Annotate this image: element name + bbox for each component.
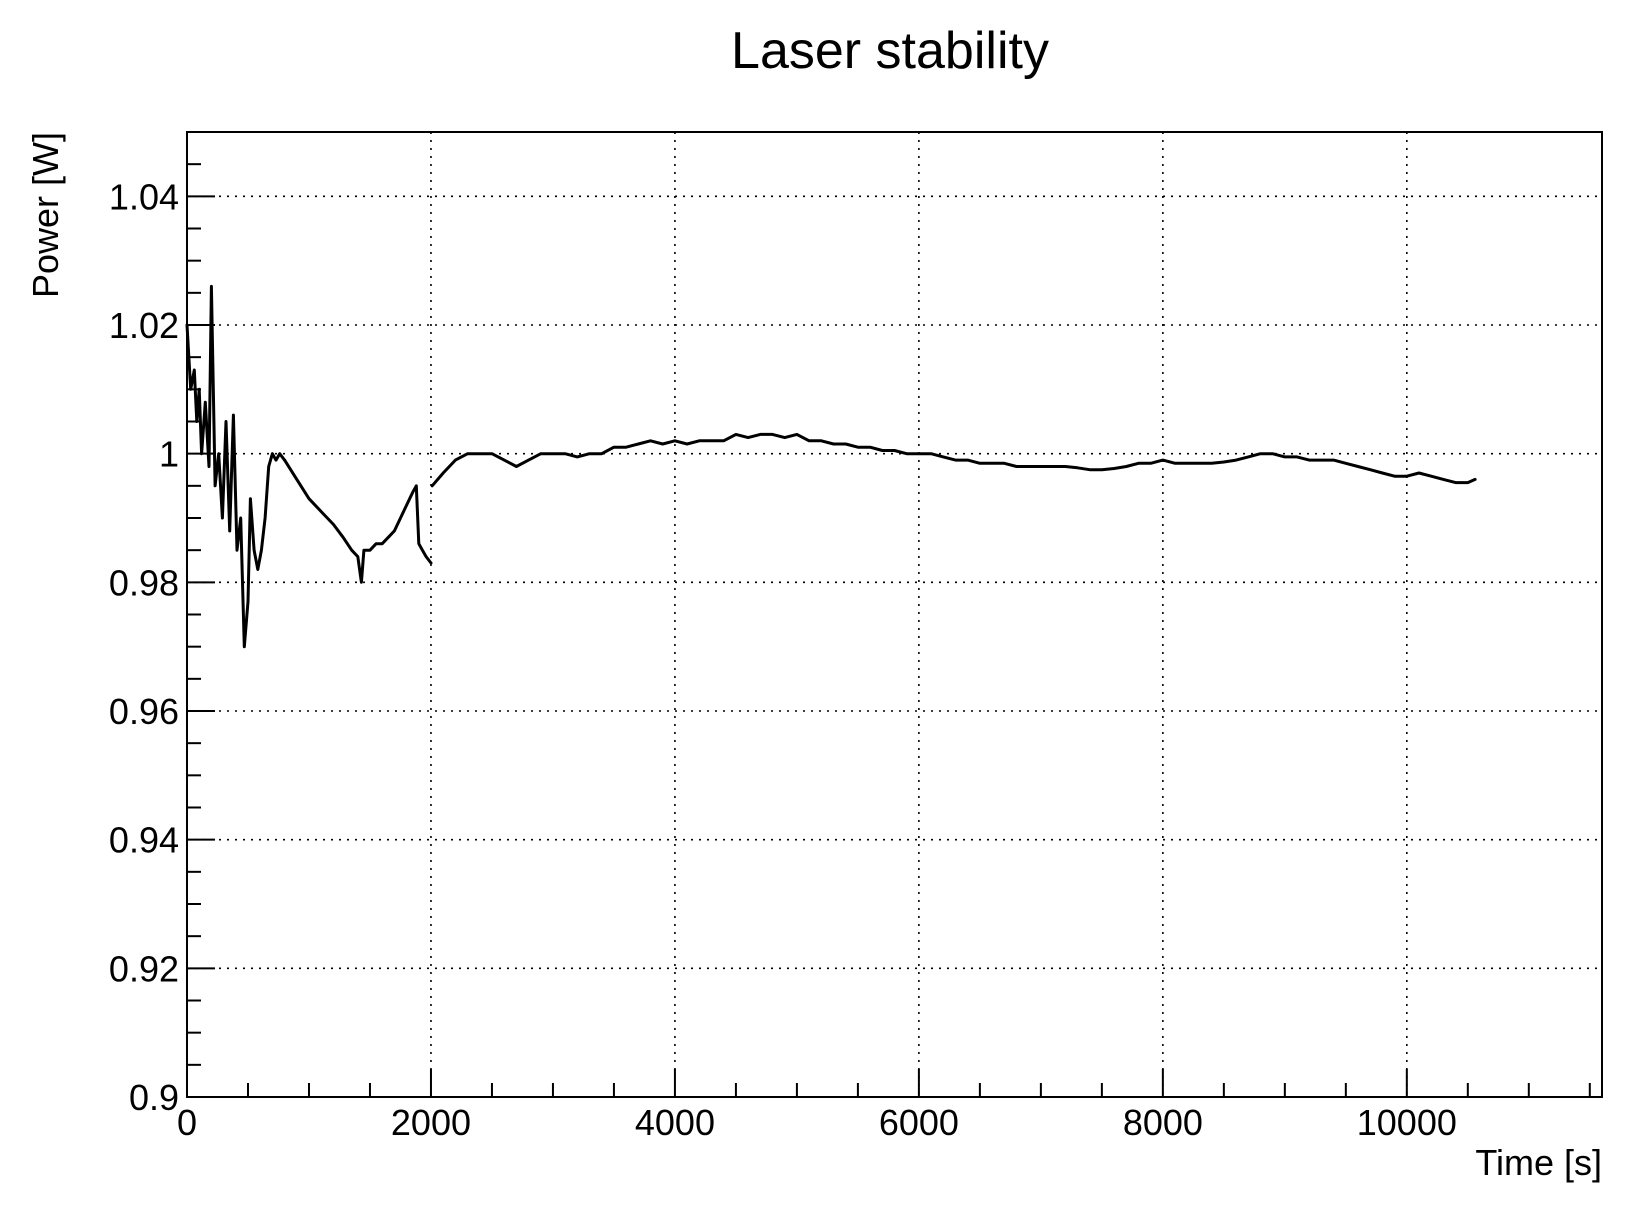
tick-layer <box>186 131 1591 1098</box>
tick-label-layer: 0 2000 4000 6000 8000 10000 0.9 0.92 0.94 0.96 0.9… <box>109 176 1457 1143</box>
y-tick-label: 0.9 <box>129 1077 179 1118</box>
x-tick-label: 10000 <box>1357 1102 1457 1143</box>
y-tick-label: 0.94 <box>109 820 179 861</box>
y-tick-label: 0.96 <box>109 691 179 732</box>
y-tick-label: 0.98 <box>109 562 179 603</box>
x-tick-label: 0 <box>177 1102 197 1143</box>
y-axis-title: Power [W] <box>25 132 66 298</box>
x-tick-label: 2000 <box>391 1102 471 1143</box>
plot-frame <box>186 131 1603 1098</box>
x-tick-label: 6000 <box>879 1102 959 1143</box>
x-axis-title: Time [s] <box>1475 1142 1602 1183</box>
y-tick-label: 1 <box>159 434 179 475</box>
series-line-segment <box>283 458 433 584</box>
x-tick-label: 8000 <box>1123 1102 1203 1143</box>
y-tick-label: 1.02 <box>109 305 179 346</box>
series-layer <box>185 284 1477 649</box>
grid-layer <box>187 132 1602 1097</box>
x-tick-label: 4000 <box>635 1102 715 1143</box>
series-line-segment <box>430 432 1477 488</box>
series-line-segment <box>185 284 287 649</box>
y-tick-label: 1.04 <box>109 176 179 217</box>
chart-title: Laser stability <box>731 22 1049 80</box>
y-tick-label: 0.92 <box>109 948 179 989</box>
